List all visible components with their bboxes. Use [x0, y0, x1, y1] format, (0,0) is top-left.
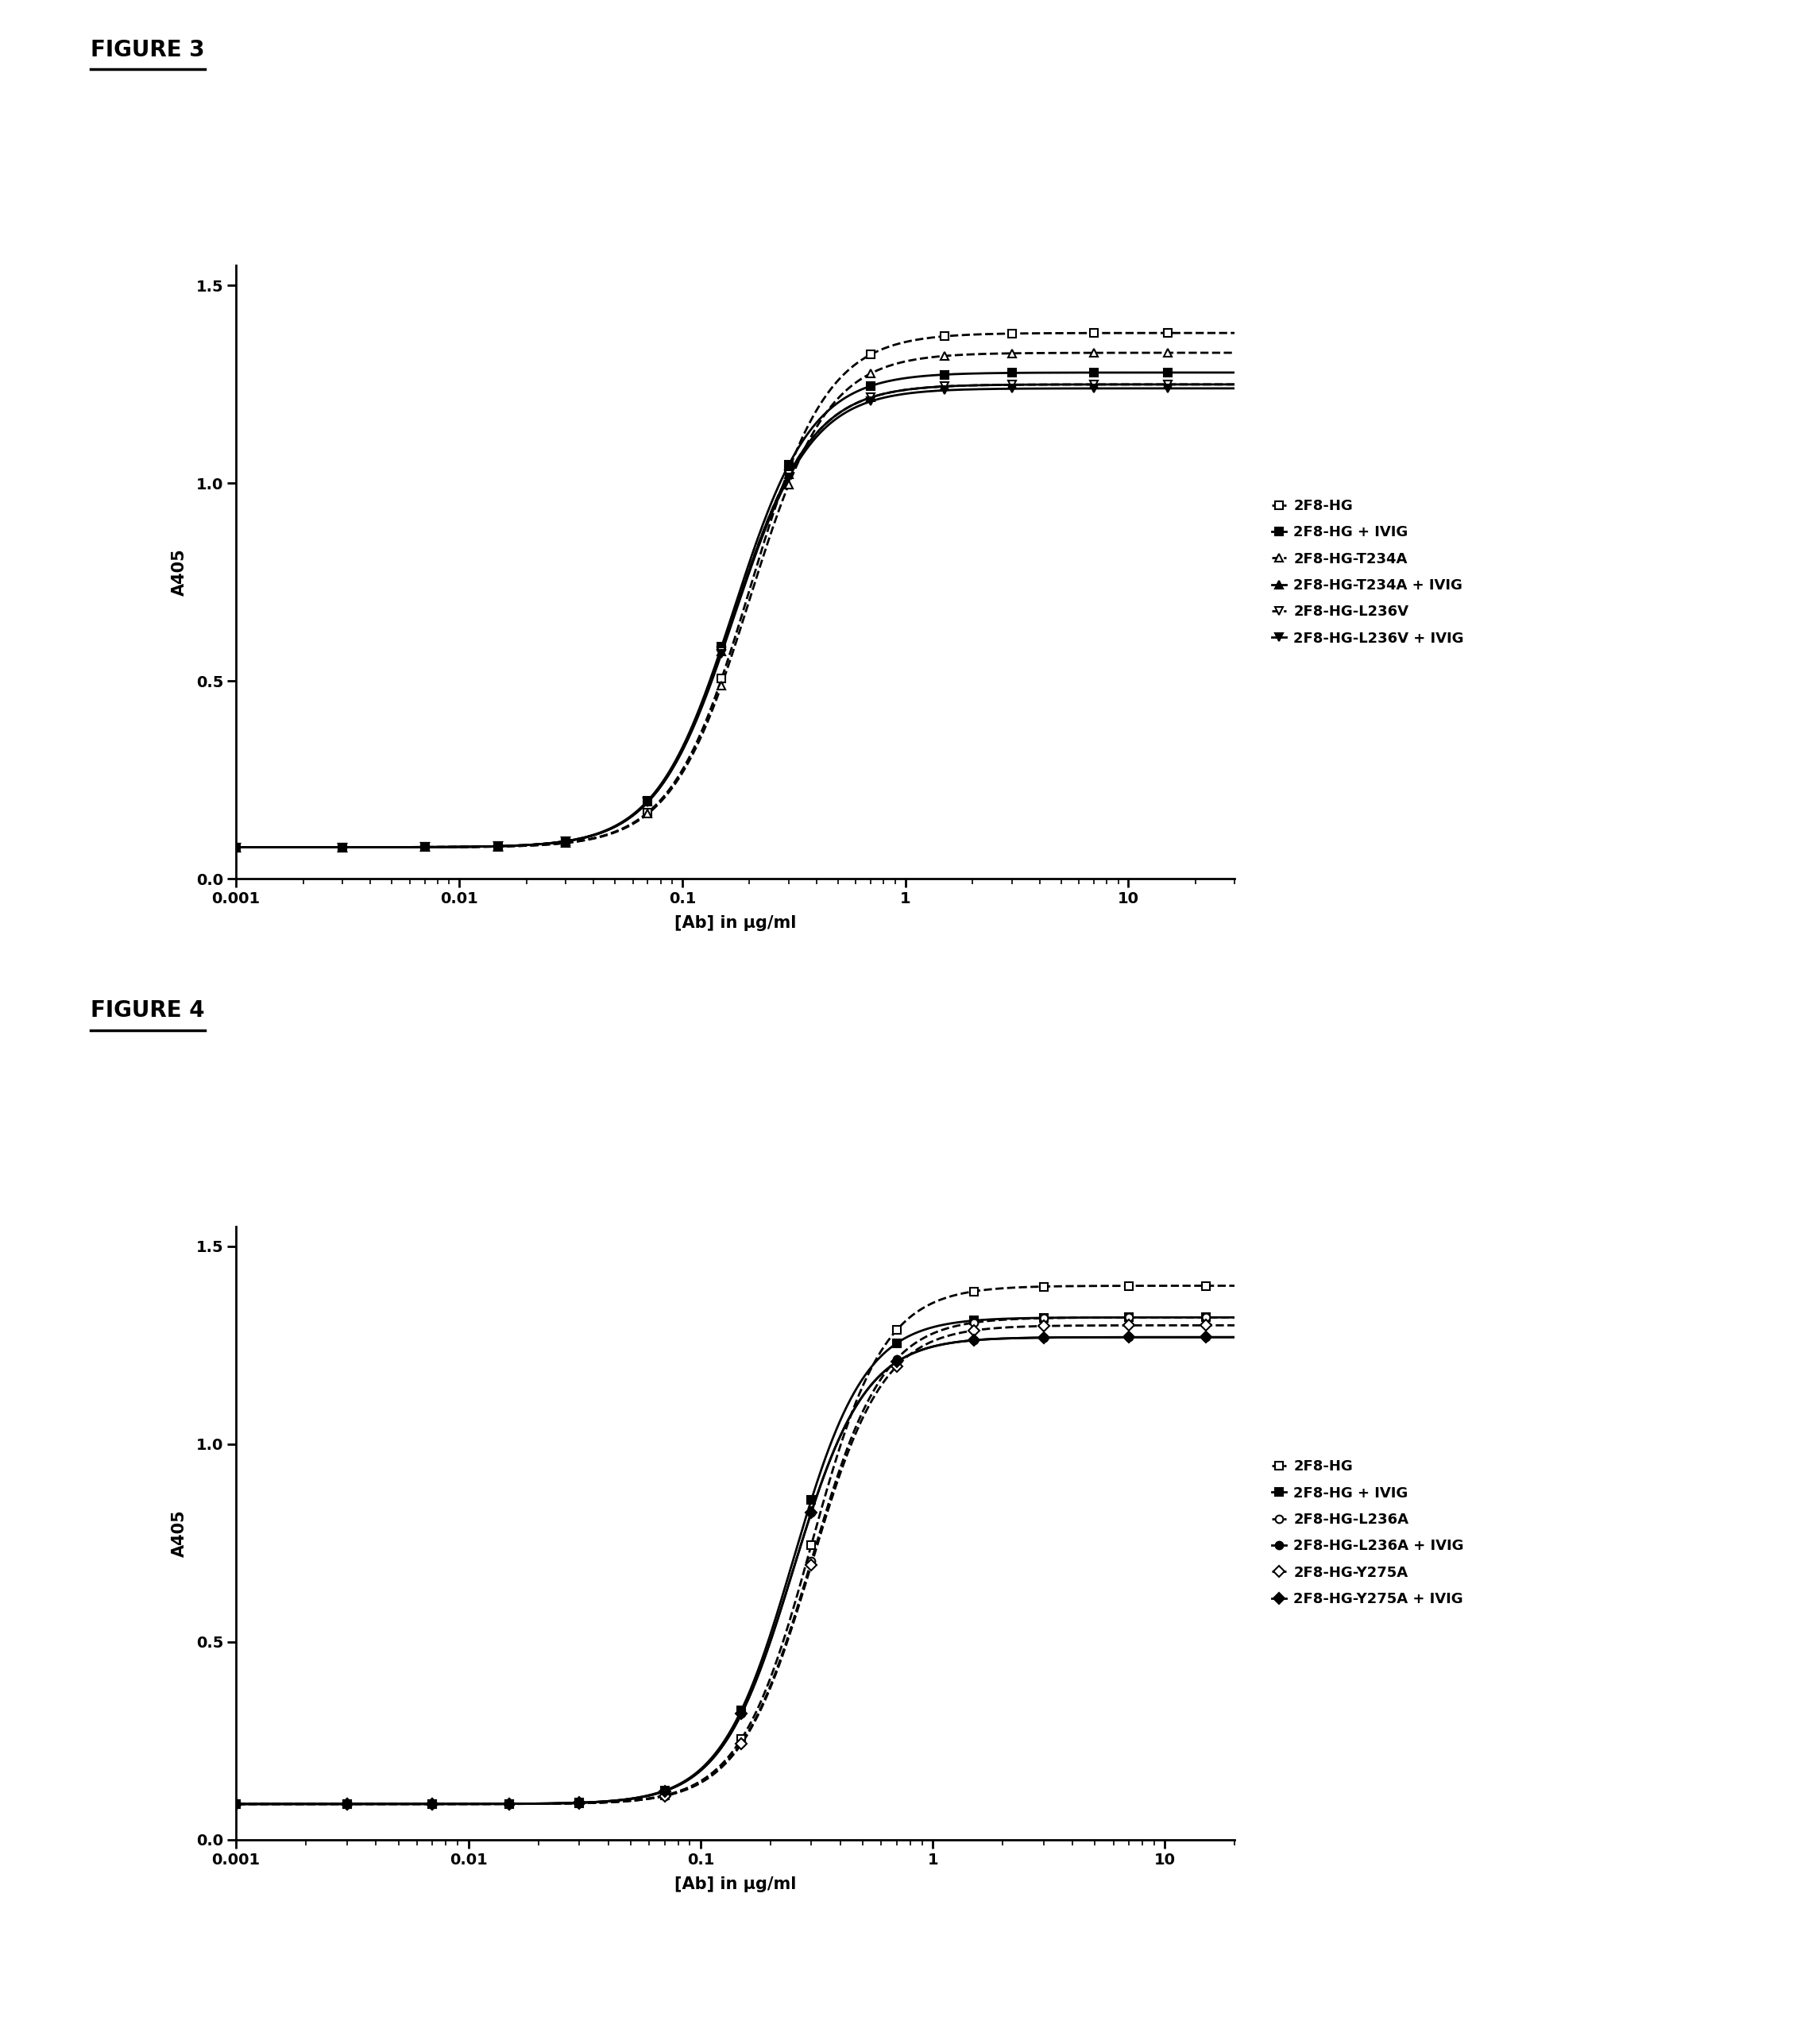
Text: FIGURE 3: FIGURE 3: [91, 39, 205, 61]
Legend: 2F8-HG, 2F8-HG + IVIG, 2F8-HG-T234A, 2F8-HG-T234A + IVIG, 2F8-HG-L236V, 2F8-HG-L: 2F8-HG, 2F8-HG + IVIG, 2F8-HG-T234A, 2F8…: [1271, 499, 1464, 646]
Legend: 2F8-HG, 2F8-HG + IVIG, 2F8-HG-L236A, 2F8-HG-L236A + IVIG, 2F8-HG-Y275A, 2F8-HG-Y: 2F8-HG, 2F8-HG + IVIG, 2F8-HG-L236A, 2F8…: [1271, 1459, 1464, 1607]
X-axis label: [Ab] in μg/ml: [Ab] in μg/ml: [674, 1876, 797, 1893]
Text: FIGURE 4: FIGURE 4: [91, 1000, 205, 1022]
Y-axis label: A405: A405: [171, 548, 187, 597]
Y-axis label: A405: A405: [171, 1508, 187, 1558]
X-axis label: [Ab] in μg/ml: [Ab] in μg/ml: [674, 916, 797, 932]
